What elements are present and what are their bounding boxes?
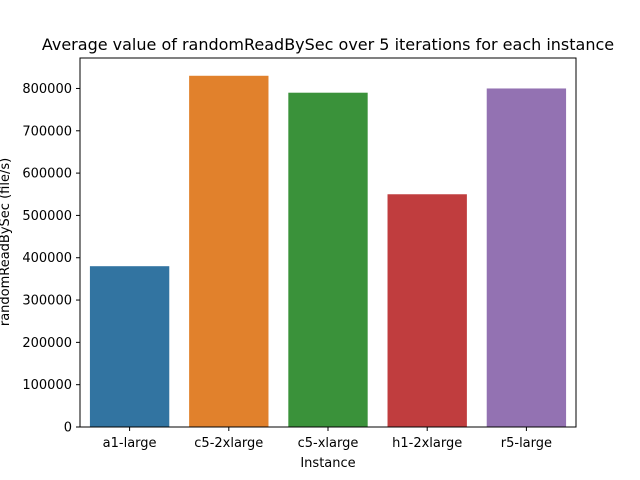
y-tick-label: 100000 [22,378,72,393]
x-axis-ticks: a1-large c5-2xlarge c5-xlarge h1-2xlarge r5-… [103,427,552,451]
bar-a1-large [89,266,170,427]
bar-c5-2xlarge [189,75,269,427]
x-tick-label: c5-xlarge [298,436,359,451]
bar-r5-large [486,88,567,427]
chart-title: Average value of randomReadBySec over 5 … [42,35,614,54]
y-axis-label: randomReadBySec (file/s) [0,158,13,326]
y-axis-ticks: 0 100000 200000 300000 400000 500000 600000 700… [22,82,80,436]
x-tick-label: h1-2xlarge [392,436,462,451]
bars-group [89,75,567,428]
bar-c5-xlarge [288,92,368,428]
y-tick-label: 600000 [22,167,72,182]
y-tick-label: 200000 [22,336,72,351]
x-tick-label: a1-large [103,436,157,451]
x-tick-label: c5-2xlarge [194,436,263,451]
y-tick-label: 400000 [22,251,72,266]
y-tick-label: 300000 [22,294,72,309]
y-tick-label: 0 [64,421,72,436]
y-tick-label: 500000 [22,209,72,224]
x-axis-label: Instance [300,456,355,471]
y-tick-label: 700000 [22,124,72,139]
x-tick-label: r5-large [501,436,552,451]
y-tick-label: 800000 [22,82,72,97]
bar-h1-2xlarge [387,194,467,427]
plot-frame [79,57,577,428]
